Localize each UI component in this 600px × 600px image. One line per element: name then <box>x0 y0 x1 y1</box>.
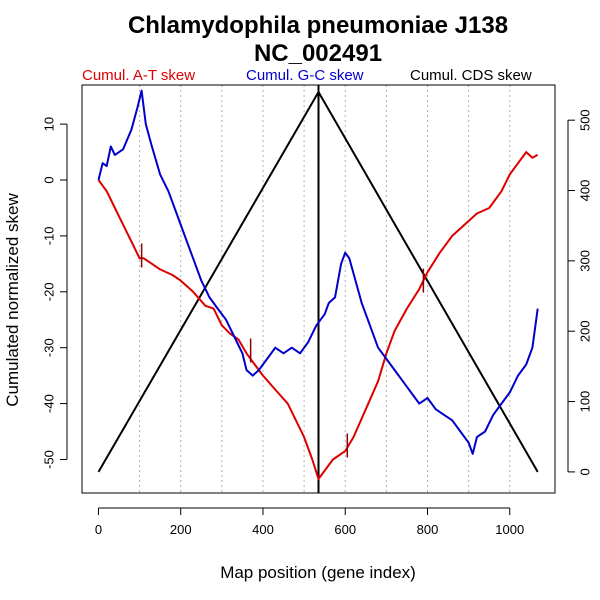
y-axis-label: Cumulated normalized skew <box>3 193 22 407</box>
x-tick-label: 600 <box>334 522 356 537</box>
series-group <box>97 85 539 493</box>
y-axis-left: 10 0 -10 -20 -30 -40 -50 <box>41 117 68 469</box>
y2-tick-label: 400 <box>577 180 592 202</box>
y-tick-label: -40 <box>41 394 56 413</box>
legend-at-skew: Cumul. A-T skew <box>82 67 195 84</box>
cds-skew-line <box>97 91 539 473</box>
legend-gc-skew: Cumul. G-C skew <box>246 67 364 84</box>
x-axis-label: Map position (gene index) <box>220 563 416 582</box>
y2-tick-label: 300 <box>577 250 592 272</box>
gc-skew-line <box>97 89 539 455</box>
y2-tick-label: 200 <box>577 320 592 342</box>
y-tick-label: -50 <box>41 450 56 469</box>
y-tick-label: -30 <box>41 338 56 357</box>
y-tick-label: 10 <box>41 117 56 131</box>
x-tick-label: 200 <box>170 522 192 537</box>
x-tick-label: 1000 <box>495 522 524 537</box>
x-tick-label: 800 <box>417 522 439 537</box>
grid-lines <box>139 85 511 493</box>
y-tick-label: -20 <box>41 282 56 301</box>
at-skew-line <box>97 151 539 480</box>
x-tick-label: 400 <box>252 522 274 537</box>
chart-title: Chlamydophila pneumoniae J138 <box>128 12 508 39</box>
y-tick-label: 0 <box>41 176 56 183</box>
y2-tick-label: 500 <box>577 109 592 131</box>
y-axis-right: 500 400 300 200 100 0 <box>567 109 592 476</box>
y-tick-label: -10 <box>41 227 56 246</box>
chart-subtitle: NC_002491 <box>254 40 382 67</box>
y2-tick-label: 0 <box>577 468 592 475</box>
y2-tick-label: 100 <box>577 391 592 413</box>
x-tick-label: 0 <box>95 522 102 537</box>
legend-cds-skew: Cumul. CDS skew <box>410 67 532 84</box>
x-axis: 0 200 400 600 800 1000 <box>95 507 524 537</box>
